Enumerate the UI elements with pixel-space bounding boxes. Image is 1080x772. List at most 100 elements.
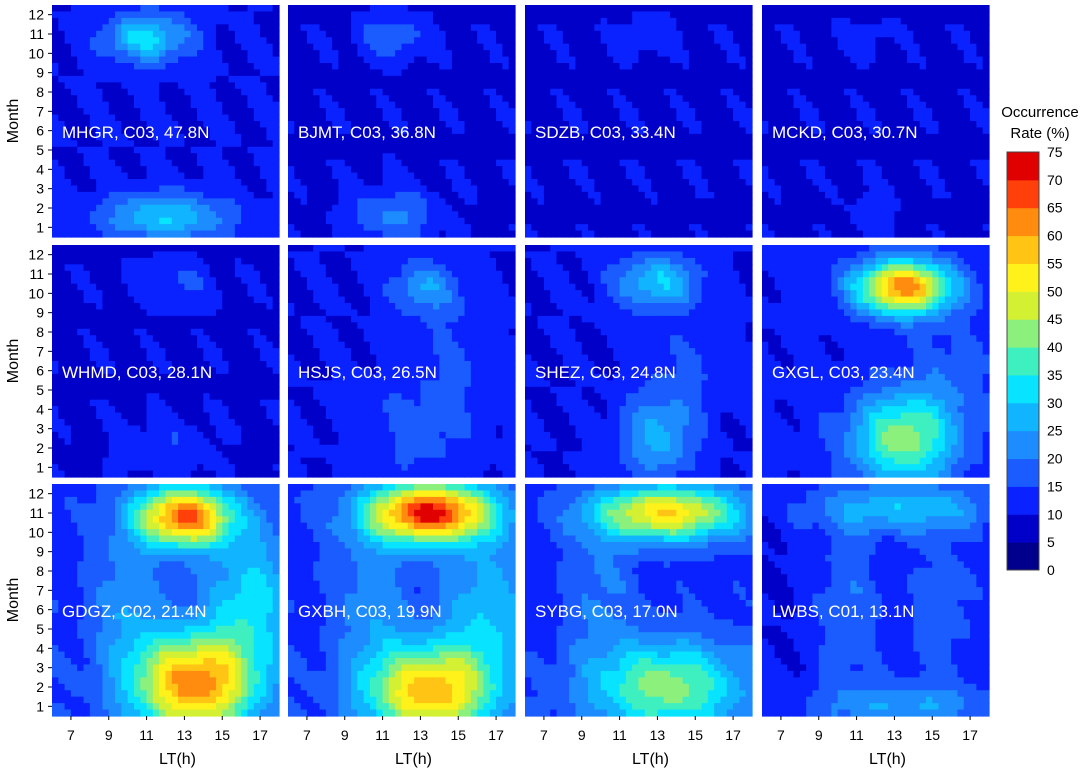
heat-cell	[159, 191, 167, 199]
heat-cell	[483, 11, 491, 19]
heat-cell	[594, 95, 602, 103]
heat-cell	[451, 11, 459, 19]
heat-cell	[433, 30, 440, 38]
heat-cell	[146, 82, 154, 90]
heat-cell	[470, 140, 478, 148]
heat-cell	[115, 127, 122, 135]
heat-cell	[458, 88, 466, 96]
heat-cell	[203, 140, 211, 148]
heat-cell	[241, 198, 249, 206]
heat-cell	[739, 204, 747, 212]
heat-cell	[638, 69, 646, 77]
heat-cell	[644, 166, 652, 174]
heat-cell	[382, 166, 390, 174]
heat-cell	[881, 140, 889, 148]
heat-cell	[70, 159, 78, 167]
heat-cell	[787, 30, 795, 38]
heat-cell	[825, 146, 832, 154]
heat-cell	[508, 217, 516, 225]
heat-cell	[483, 114, 491, 122]
heat-cell	[89, 166, 97, 174]
heat-cell	[594, 56, 602, 64]
heat-cell	[688, 121, 696, 129]
heat-cell	[433, 108, 440, 116]
heat-cell	[556, 121, 564, 129]
heat-cell	[951, 101, 959, 109]
heat-cell	[774, 211, 782, 219]
heat-cell	[414, 204, 422, 212]
heat-cell	[894, 11, 902, 19]
heat-cell	[806, 153, 814, 161]
heat-cell	[159, 153, 167, 161]
heat-cell	[382, 37, 390, 45]
heat-cell	[152, 88, 160, 96]
heat-cell	[313, 153, 321, 161]
heat-cell	[812, 24, 820, 32]
heat-cell	[508, 198, 516, 206]
heat-cell	[203, 5, 211, 13]
heat-cell	[888, 11, 896, 19]
heat-cell	[108, 179, 116, 187]
heat-cell	[720, 179, 728, 187]
heat-cell	[843, 198, 851, 206]
heat-cell	[780, 204, 788, 212]
heat-cell	[806, 17, 814, 25]
heat-cell	[146, 198, 154, 206]
heat-cell	[234, 179, 242, 187]
heat-cell	[938, 75, 946, 83]
heat-cell	[913, 230, 921, 238]
heat-cell	[619, 108, 627, 116]
heat-cell	[247, 159, 255, 167]
heat-cell	[338, 114, 346, 122]
heat-cell	[426, 185, 434, 193]
heat-cell	[632, 230, 640, 238]
heat-cell	[64, 211, 72, 219]
heat-cell	[739, 211, 747, 219]
heat-cell	[543, 82, 551, 90]
heat-cell	[525, 82, 532, 90]
heat-cell	[919, 217, 927, 225]
heat-cell	[695, 204, 703, 212]
heat-cell	[363, 37, 371, 45]
heat-cell	[458, 50, 466, 58]
heat-cell	[944, 230, 952, 238]
heat-cell	[682, 50, 690, 58]
heat-cell	[133, 5, 141, 13]
heat-cell	[70, 37, 78, 45]
heat-cell	[726, 166, 734, 174]
heat-cell	[234, 204, 242, 212]
heat-cell	[825, 24, 832, 32]
heat-cell	[562, 108, 570, 116]
heat-cell	[121, 56, 129, 64]
heat-cell	[676, 63, 684, 71]
heat-cell	[651, 159, 659, 167]
heat-cell	[108, 140, 116, 148]
heat-cell	[837, 69, 845, 77]
heat-cell	[875, 37, 883, 45]
heat-cell	[222, 37, 230, 45]
heat-cell	[739, 43, 747, 51]
heat-cell	[266, 198, 274, 206]
heat-cell	[537, 50, 545, 58]
heat-cell	[907, 140, 914, 148]
heat-cell	[581, 17, 589, 25]
heat-cell	[569, 30, 577, 38]
heat-cell	[477, 198, 485, 206]
heat-cell	[52, 191, 59, 199]
heat-cell	[344, 191, 352, 199]
heat-cell	[793, 179, 801, 187]
heat-cell	[414, 127, 422, 135]
heat-cell	[140, 179, 148, 187]
heat-cell	[102, 159, 110, 167]
heat-cell	[58, 69, 66, 77]
heat-cell	[676, 159, 684, 167]
heat-cell	[376, 69, 384, 77]
heat-cell	[562, 224, 570, 232]
heat-cell	[319, 211, 327, 219]
heat-cell	[439, 43, 447, 51]
heat-cell	[600, 63, 608, 71]
heat-cell	[165, 204, 173, 212]
heat-cell	[420, 230, 428, 238]
heat-cell	[115, 191, 122, 199]
heat-cell	[581, 5, 589, 13]
